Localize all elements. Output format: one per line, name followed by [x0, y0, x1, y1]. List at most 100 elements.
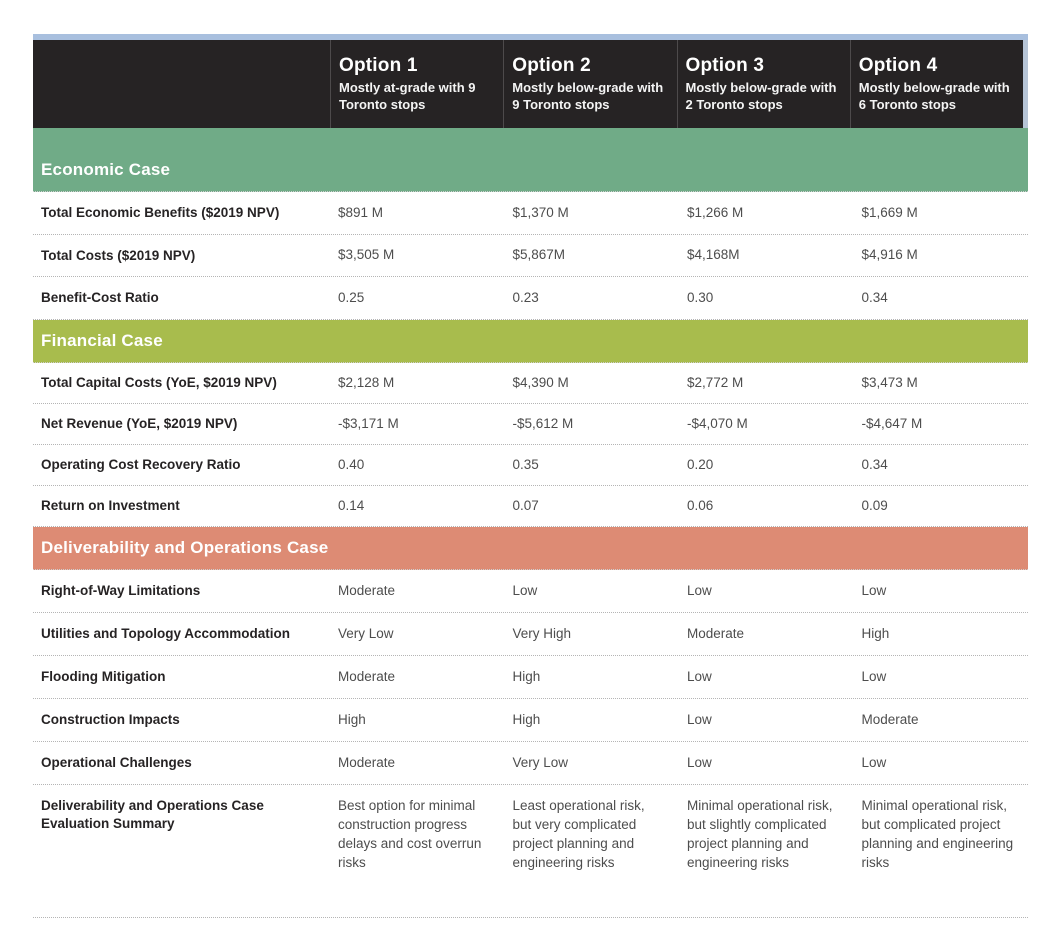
- row-label: Total Costs ($2019 NPV): [41, 247, 196, 263]
- cell-value: Very High: [512, 625, 572, 641]
- cell-value: Moderate: [338, 582, 396, 598]
- cell-value: Moderate: [338, 754, 396, 770]
- options-comparison-table: Option 1 Mostly at-grade with 9 Toronto …: [33, 34, 1028, 918]
- row-label: Construction Impacts: [41, 712, 180, 728]
- cell-value: $4,390 M: [512, 374, 569, 390]
- table-row: Total Capital Costs (YoE, $2019 NPV) $2,…: [33, 363, 1028, 404]
- cell-value: 0.09: [861, 497, 888, 513]
- cell-value: 0.07: [512, 497, 539, 513]
- cell-value: 0.20: [687, 456, 714, 472]
- table-row: Flooding Mitigation Moderate High Low Lo…: [33, 656, 1028, 699]
- table-row: Construction Impacts High High Low Moder…: [33, 699, 1028, 742]
- cell-value: 0.23: [512, 289, 539, 305]
- cell-value: Low: [687, 582, 712, 598]
- cell-value: $3,505 M: [338, 247, 395, 263]
- cell-value: $1,370 M: [512, 204, 569, 220]
- column-header-option-2: Option 2 Mostly below-grade with 9 Toron…: [503, 40, 676, 128]
- row-label: Operational Challenges: [41, 755, 192, 771]
- table-row: Net Revenue (YoE, $2019 NPV) -$3,171 M -…: [33, 404, 1028, 445]
- cell-value: $891 M: [338, 204, 384, 220]
- column-header-option-3: Option 3 Mostly below-grade with 2 Toron…: [676, 40, 850, 128]
- cell-value: 0.40: [338, 456, 365, 472]
- table-row: Total Economic Benefits ($2019 NPV) $891…: [33, 192, 1028, 235]
- cell-value: Least operational risk, but very complic…: [512, 798, 645, 870]
- cell-value: Very Low: [338, 625, 394, 641]
- cell-value: -$4,647 M: [861, 415, 923, 431]
- column-header-option-4: Option 4 Mostly below-grade with 6 Toron…: [849, 40, 1023, 128]
- section-title: Financial Case: [41, 331, 163, 350]
- option-1-subtitle: Mostly at-grade with 9 Toronto stops: [339, 79, 476, 112]
- cell-value: $2,128 M: [338, 374, 395, 390]
- cell-value: High: [512, 668, 541, 684]
- option-3-title: Option 3: [685, 54, 765, 76]
- cell-value: Low: [687, 711, 712, 727]
- row-label: Flooding Mitigation: [41, 669, 166, 685]
- cell-value: Low: [512, 582, 538, 598]
- cell-value: 0.25: [338, 289, 365, 305]
- section-header-financial-case: Financial Case: [33, 320, 1028, 363]
- row-label: Return on Investment: [41, 498, 180, 514]
- row-label: Total Capital Costs (YoE, $2019 NPV): [41, 375, 277, 391]
- table-header-row: Option 1 Mostly at-grade with 9 Toronto …: [33, 40, 1028, 128]
- section-title: Deliverability and Operations Case: [41, 538, 329, 557]
- row-label: Utilities and Topology Accommodation: [41, 626, 291, 642]
- cell-value: $4,916 M: [861, 247, 918, 263]
- table-top-accent-bar: [33, 34, 1028, 40]
- table-row: Operating Cost Recovery Ratio 0.40 0.35 …: [33, 445, 1028, 486]
- cell-value: 0.34: [861, 456, 888, 472]
- cell-value: Low: [861, 668, 887, 684]
- cell-value: $1,669 M: [861, 204, 918, 220]
- cell-value: Very Low: [512, 754, 569, 770]
- option-1-title: Option 1: [339, 54, 418, 76]
- cell-value: 0.30: [687, 289, 714, 305]
- row-label: Deliverability and Operations Case Evalu…: [41, 798, 264, 831]
- cell-value: 0.14: [338, 497, 365, 513]
- table-row: Total Costs ($2019 NPV) $3,505 M $5,867M…: [33, 235, 1028, 277]
- cell-value: Moderate: [338, 668, 396, 684]
- section-header-economic-case: Economic Case: [33, 128, 1028, 192]
- cell-value: High: [512, 711, 541, 727]
- section-title: Economic Case: [41, 160, 171, 179]
- table-row-summary: Deliverability and Operations Case Evalu…: [33, 785, 1028, 918]
- table-row: Benefit-Cost Ratio 0.25 0.23 0.30 0.34: [33, 277, 1028, 320]
- table-row: Operational Challenges Moderate Very Low…: [33, 742, 1028, 785]
- row-label: Benefit-Cost Ratio: [41, 290, 159, 306]
- cell-value: Low: [861, 582, 887, 598]
- row-label: Net Revenue (YoE, $2019 NPV): [41, 416, 238, 432]
- row-label: Right-of-Way Limitations: [41, 583, 201, 599]
- section-header-deliverability-case: Deliverability and Operations Case: [33, 527, 1028, 570]
- cell-value: High: [861, 625, 890, 641]
- cell-value: $2,772 M: [687, 374, 744, 390]
- column-header-empty: [33, 40, 330, 128]
- row-label: Total Economic Benefits ($2019 NPV): [41, 205, 280, 221]
- cell-value: 0.34: [861, 289, 888, 305]
- cell-value: -$3,171 M: [338, 415, 399, 431]
- option-2-subtitle: Mostly below-grade with 9 Toronto stops: [512, 79, 664, 112]
- cell-value: $4,168M: [687, 247, 740, 263]
- cell-value: Minimal operational risk, but slightly c…: [687, 798, 833, 870]
- cell-value: High: [338, 711, 366, 727]
- cell-value: 0.06: [687, 497, 714, 513]
- option-2-title: Option 2: [512, 54, 591, 76]
- cell-value: $3,473 M: [861, 374, 918, 390]
- option-3-subtitle: Mostly below-grade with 2 Toronto stops: [685, 79, 837, 112]
- column-header-option-1: Option 1 Mostly at-grade with 9 Toronto …: [330, 40, 503, 128]
- table-row: Utilities and Topology Accommodation Ver…: [33, 613, 1028, 656]
- cell-value: $5,867M: [512, 247, 566, 263]
- option-4-title: Option 4: [858, 54, 938, 76]
- cell-value: Low: [687, 668, 712, 684]
- cell-value: Best option for minimal construction pro…: [338, 798, 482, 870]
- cell-value: $1,266 M: [687, 204, 744, 220]
- cell-value: 0.35: [512, 456, 539, 472]
- cell-value: Low: [861, 754, 887, 770]
- cell-value: Minimal operational risk, but complicate…: [861, 798, 1014, 870]
- option-4-subtitle: Mostly below-grade with 6 Toronto stops: [858, 79, 1010, 112]
- cell-value: Low: [687, 754, 712, 770]
- table-row: Return on Investment 0.14 0.07 0.06 0.09: [33, 486, 1028, 527]
- row-label: Operating Cost Recovery Ratio: [41, 457, 241, 473]
- cell-value: Moderate: [687, 625, 745, 641]
- cell-value: -$5,612 M: [512, 415, 574, 431]
- table-row: Right-of-Way Limitations Moderate Low Lo…: [33, 570, 1028, 613]
- cell-value: -$4,070 M: [687, 415, 748, 431]
